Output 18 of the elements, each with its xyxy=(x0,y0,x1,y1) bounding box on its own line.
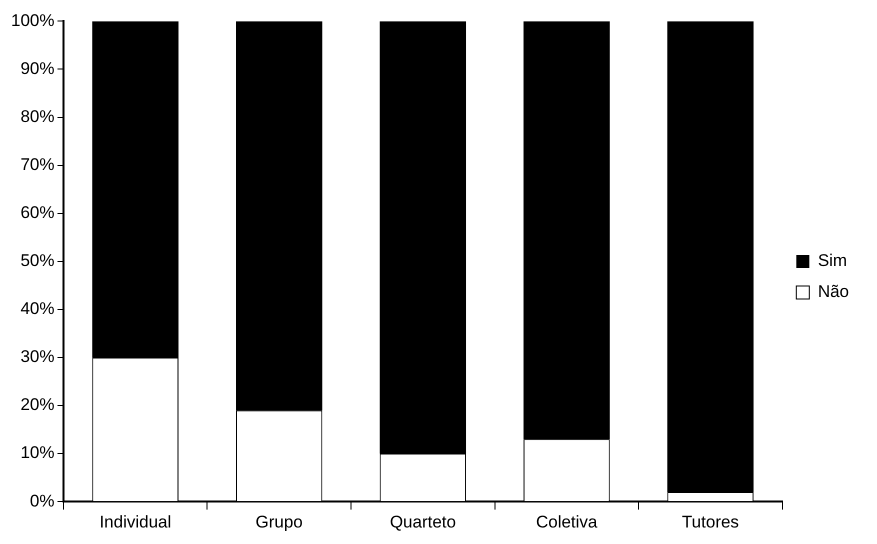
x-tick-label: Coletiva xyxy=(536,512,598,532)
y-tick-label: 100% xyxy=(10,10,54,30)
y-tick-label: 10% xyxy=(20,443,54,462)
legend-label: Sim xyxy=(818,251,848,270)
y-tick-label: 90% xyxy=(20,58,54,78)
y-tick-label: 70% xyxy=(20,155,54,174)
legend-label: Não xyxy=(818,282,849,302)
y-tick-label: 30% xyxy=(20,347,54,366)
y-tick-label: 80% xyxy=(20,106,54,126)
y-tick-label: 0% xyxy=(30,491,54,510)
y-tick-label: 40% xyxy=(20,299,54,318)
x-tick-label: Individual xyxy=(99,512,172,532)
y-tick-label: 20% xyxy=(20,395,54,414)
x-tick-label: Quarteto xyxy=(390,512,456,532)
x-tick-label: Tutores xyxy=(682,512,739,532)
y-tick-label: 50% xyxy=(20,251,54,270)
y-tick-label: 60% xyxy=(20,203,54,222)
x-tick-label: Grupo xyxy=(256,512,303,532)
